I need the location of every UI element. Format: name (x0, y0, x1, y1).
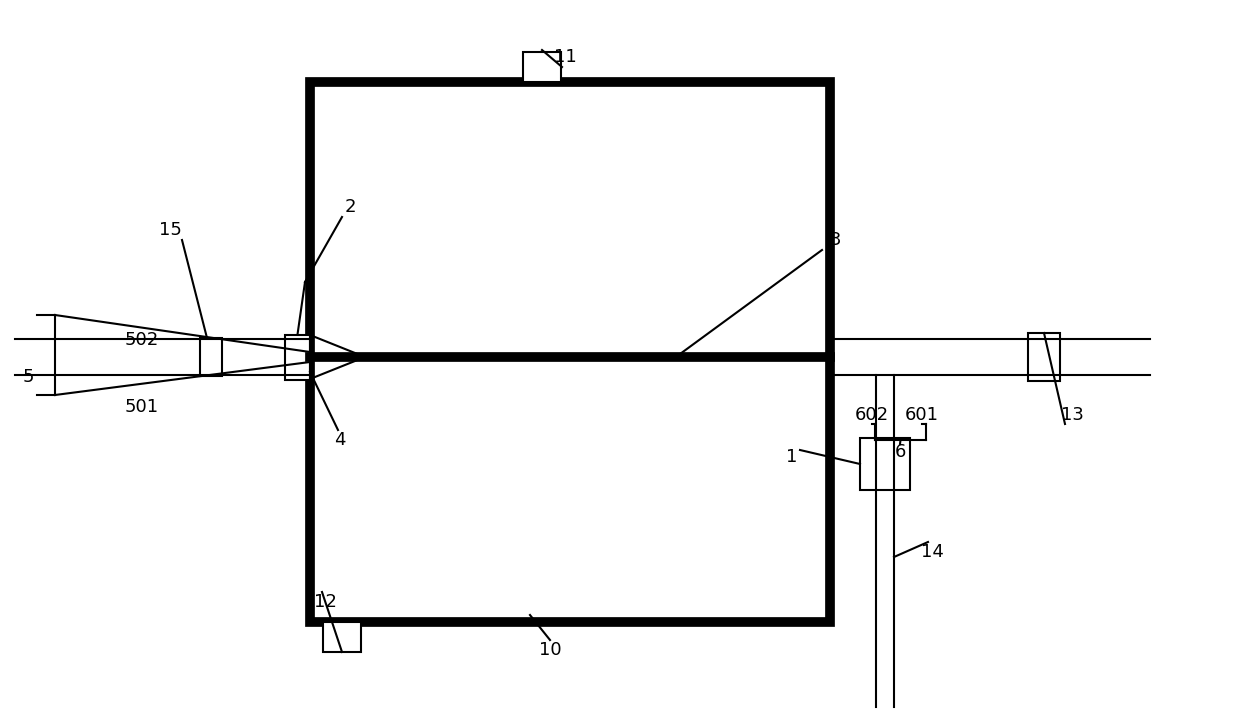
Text: 10: 10 (538, 641, 562, 659)
Text: 14: 14 (920, 543, 944, 561)
Bar (322, 622, 361, 652)
Bar (200, 338, 222, 376)
Text: 1: 1 (786, 448, 797, 466)
Bar (1028, 333, 1060, 381)
Bar (285, 335, 310, 379)
Text: 12: 12 (314, 593, 336, 611)
Text: 11: 11 (553, 48, 577, 66)
Text: 2: 2 (345, 198, 356, 216)
Text: 502: 502 (125, 331, 159, 349)
Text: 601: 601 (905, 406, 939, 424)
Text: 5: 5 (22, 368, 33, 386)
Text: 13: 13 (1060, 406, 1084, 424)
Text: 15: 15 (159, 221, 181, 239)
Bar (861, 438, 910, 490)
Text: 4: 4 (335, 431, 346, 449)
Text: 3: 3 (830, 231, 841, 249)
Text: 602: 602 (854, 406, 889, 424)
Text: 6: 6 (894, 443, 905, 461)
Text: 501: 501 (125, 398, 159, 416)
Bar (523, 52, 560, 82)
